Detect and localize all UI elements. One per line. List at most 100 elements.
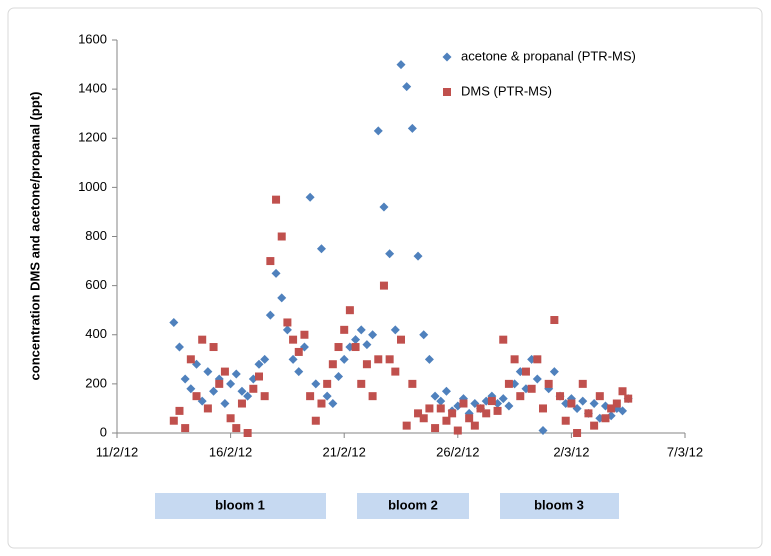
point — [231, 369, 241, 379]
point — [618, 406, 628, 416]
point — [459, 399, 468, 408]
point — [192, 392, 201, 401]
point — [266, 257, 275, 266]
point — [339, 354, 349, 364]
point — [573, 429, 582, 437]
point — [601, 414, 610, 423]
x-tick-label: 11/2/12 — [96, 444, 138, 459]
point — [368, 392, 377, 401]
y-tick-label: 1600 — [78, 31, 107, 46]
point — [265, 310, 275, 320]
point — [288, 354, 298, 364]
y-tick-label: 600 — [85, 277, 107, 292]
bloom-box — [155, 493, 326, 519]
y-tick-label: 1000 — [78, 179, 107, 194]
point — [397, 335, 405, 344]
bloom-box — [357, 493, 469, 519]
legend-swatch — [442, 52, 452, 62]
point — [226, 379, 236, 389]
point — [203, 367, 213, 377]
point — [169, 416, 178, 425]
point — [402, 82, 412, 92]
y-tick-label: 800 — [85, 228, 107, 243]
point — [538, 426, 548, 436]
point — [323, 379, 332, 388]
point — [198, 335, 207, 344]
x-tick-label: 2/3/12 — [553, 444, 589, 459]
legend-label: DMS (PTR-MS) — [461, 83, 552, 98]
point — [345, 306, 354, 315]
point — [311, 379, 321, 389]
point — [590, 421, 599, 430]
point — [186, 355, 195, 364]
point — [362, 360, 371, 369]
point — [351, 335, 361, 345]
point — [334, 372, 344, 382]
point — [232, 424, 241, 433]
point — [368, 330, 378, 340]
point — [306, 392, 315, 401]
point — [357, 379, 366, 388]
point — [316, 244, 326, 254]
point — [237, 399, 246, 408]
y-tick-label: 200 — [85, 375, 107, 390]
point — [181, 424, 190, 433]
point — [493, 406, 502, 415]
x-tick-label: 16/2/12 — [209, 444, 252, 459]
point — [549, 367, 559, 377]
point — [249, 384, 258, 393]
point — [487, 397, 496, 406]
point — [220, 367, 229, 376]
point — [407, 123, 417, 133]
point — [226, 414, 235, 423]
point — [414, 409, 423, 418]
point — [595, 392, 604, 401]
point — [465, 414, 474, 423]
point — [294, 367, 304, 377]
point — [277, 232, 286, 241]
point — [556, 392, 565, 401]
y-tick-label: 1400 — [78, 81, 107, 96]
point — [476, 404, 485, 413]
point — [612, 399, 621, 408]
point — [607, 404, 616, 413]
point — [169, 317, 179, 327]
point — [470, 421, 479, 430]
point — [300, 330, 309, 339]
point — [396, 60, 406, 70]
point — [550, 316, 559, 325]
point — [431, 424, 440, 433]
chart-frame — [7, 7, 763, 549]
y-tick-label: 0 — [100, 424, 107, 439]
point — [356, 325, 366, 335]
point — [282, 325, 292, 335]
point — [402, 421, 411, 430]
point — [351, 343, 360, 352]
point — [413, 251, 423, 261]
point — [289, 335, 298, 344]
y-tick-label: 1200 — [78, 130, 107, 145]
point — [328, 399, 338, 409]
point — [532, 374, 542, 384]
point — [430, 391, 440, 401]
x-tick-label: 26/2/12 — [436, 444, 479, 459]
point — [567, 399, 576, 408]
point — [203, 404, 212, 413]
point — [294, 347, 303, 356]
point — [374, 355, 383, 364]
point — [340, 325, 349, 334]
point — [453, 426, 462, 435]
point — [385, 249, 395, 259]
point — [504, 379, 513, 388]
point — [436, 404, 445, 413]
point — [215, 379, 224, 388]
point — [317, 399, 326, 408]
point — [322, 391, 332, 401]
x-tick-label: 7/3/12 — [667, 444, 703, 459]
point — [482, 409, 491, 418]
annotation: bloom 2 — [388, 497, 438, 512]
y-tick-label: 400 — [85, 326, 107, 341]
point — [385, 355, 394, 364]
point — [311, 416, 320, 425]
